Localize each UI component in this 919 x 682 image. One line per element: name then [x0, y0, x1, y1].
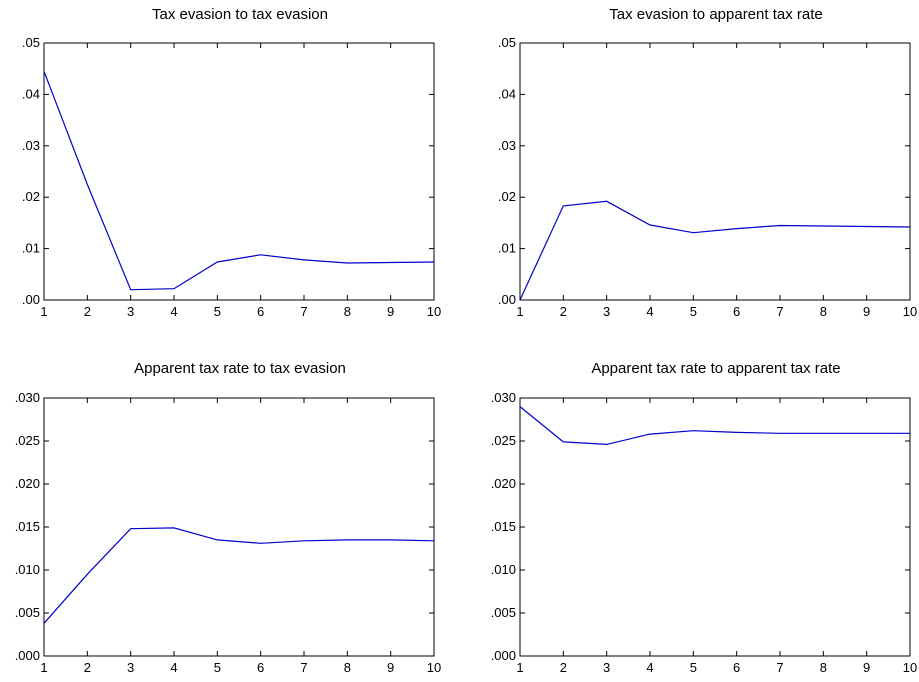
panel-apparent-tax-rate-to-apparent-tax-rate: Apparent tax rate to apparent tax rate .…: [491, 360, 918, 675]
plot-frame: [43, 42, 435, 301]
x-tick-label: 4: [170, 304, 177, 319]
panel-title: Apparent tax rate to tax evasion: [134, 360, 346, 377]
y-tick-label: .04: [22, 86, 40, 101]
x-tick-label: 9: [387, 660, 394, 675]
plot-frame: [43, 397, 435, 657]
y-tick-label: .010: [491, 562, 516, 577]
y-tick-label: .010: [15, 562, 40, 577]
panel-title: Tax evasion to tax evasion: [152, 6, 328, 23]
x-tick-label: 7: [776, 660, 783, 675]
series-line: [43, 527, 435, 624]
y-tick-label: .020: [491, 476, 516, 491]
panel-title: Tax evasion to apparent tax rate: [609, 6, 822, 23]
x-tick-label: 4: [646, 660, 653, 675]
x-tick-label: 9: [387, 304, 394, 319]
panel-title: Apparent tax rate to apparent tax rate: [591, 360, 840, 377]
y-tick-label: .05: [22, 35, 40, 50]
x-tick-label: 1: [40, 660, 47, 675]
x-tick-label: 2: [84, 304, 91, 319]
panel-tax-evasion-to-tax-evasion: Tax evasion to tax evasion .00 .01 .02 .03.…: [22, 6, 441, 319]
x-tick-label: 4: [170, 660, 177, 675]
y-tick-label: .05: [498, 35, 516, 50]
x-tick-label: 3: [127, 660, 134, 675]
x-tick-label: 10: [427, 660, 441, 675]
x-tick-label: 10: [427, 304, 441, 319]
x-tick-label: 5: [214, 304, 221, 319]
series-line: [519, 200, 911, 301]
x-tick-label: 6: [257, 304, 264, 319]
x-tick-label: 7: [776, 304, 783, 319]
plot-frame: [519, 42, 911, 301]
x-tick-label: 4: [646, 304, 653, 319]
x-tick-label: 7: [300, 660, 307, 675]
y-tick-label: .030: [491, 390, 516, 405]
x-tick-label: 2: [560, 660, 567, 675]
y-tick-label: .025: [491, 433, 516, 448]
x-tick-label: 1: [516, 660, 523, 675]
y-tick-label: .025: [15, 433, 40, 448]
x-tick-label: 1: [516, 304, 523, 319]
y-tick-label: .005: [491, 605, 516, 620]
x-tick-label: 3: [127, 304, 134, 319]
x-tick-label: 2: [560, 304, 567, 319]
x-tick-label: 3: [603, 660, 610, 675]
x-tick-label: 7: [300, 304, 307, 319]
y-tick-label: .000: [15, 648, 40, 663]
plot-frame: [519, 397, 911, 657]
y-tick-label: .030: [15, 390, 40, 405]
x-tick-label: 5: [690, 660, 697, 675]
x-tick-label: 1: [40, 304, 47, 319]
panel-tax-evasion-to-apparent-tax-rate: Tax evasion to apparent tax rate .00 .01.…: [498, 6, 917, 319]
x-tick-label: 2: [84, 660, 91, 675]
x-tick-label: 8: [344, 660, 351, 675]
x-tick-label: 8: [820, 304, 827, 319]
y-tick-label: .000: [491, 648, 516, 663]
x-tick-label: 9: [863, 304, 870, 319]
x-tick-label: 10: [903, 660, 917, 675]
series-line: [43, 71, 435, 291]
y-tick-label: .01: [498, 241, 516, 256]
x-tick-label: 5: [690, 304, 697, 319]
x-tick-label: 6: [257, 660, 264, 675]
x-tick-label: 8: [344, 304, 351, 319]
y-tick-label: .00: [22, 292, 40, 307]
y-tick-label: .01: [22, 241, 40, 256]
y-tick-label: .03: [22, 138, 40, 153]
x-tick-label: 3: [603, 304, 610, 319]
x-tick-label: 6: [733, 660, 740, 675]
x-tick-label: 8: [820, 660, 827, 675]
y-tick-label: .005: [15, 605, 40, 620]
y-tick-label: .015: [491, 519, 516, 534]
y-tick-label: .04: [498, 86, 516, 101]
x-tick-label: 5: [214, 660, 221, 675]
x-tick-label: 6: [733, 304, 740, 319]
x-tick-label: 9: [863, 660, 870, 675]
y-tick-label: .015: [15, 519, 40, 534]
y-tick-label: .02: [498, 189, 516, 204]
series-line: [519, 406, 910, 446]
y-tick-label: .03: [498, 138, 516, 153]
y-tick-label: .020: [15, 476, 40, 491]
panel-apparent-tax-rate-to-tax-evasion: Apparent tax rate to tax evasion .000 .00…: [15, 360, 442, 675]
x-tick-label: 10: [903, 304, 917, 319]
y-tick-label: .02: [22, 189, 40, 204]
y-tick-label: .00: [498, 292, 516, 307]
